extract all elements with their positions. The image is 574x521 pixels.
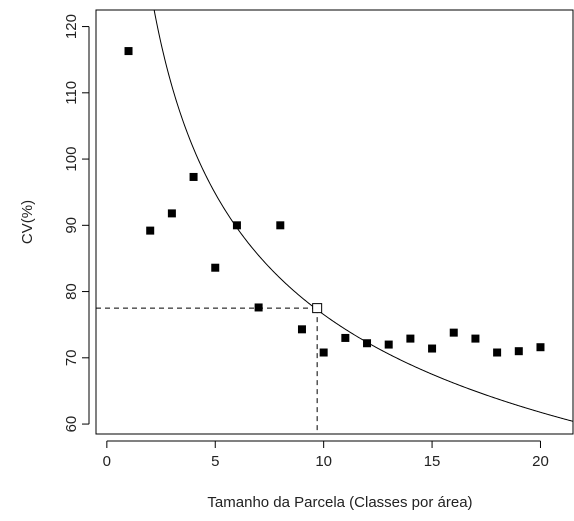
y-tick-label: 110 [63, 81, 80, 105]
x-tick-label: 20 [532, 453, 549, 470]
x-tick-label: 5 [211, 453, 219, 470]
data-point [297, 325, 306, 334]
y-tick-label: 60 [63, 416, 80, 433]
data-point [319, 348, 328, 357]
y-tick-label: 70 [63, 349, 80, 366]
data-point [211, 263, 220, 272]
fitted-curve [153, 9, 574, 422]
y-tick-label: 120 [63, 14, 80, 39]
y-tick-label: 100 [63, 147, 80, 172]
data-point [189, 172, 198, 181]
reference-lines-layer [96, 303, 323, 434]
data-point [276, 221, 285, 230]
data-point [341, 333, 350, 342]
data-point [146, 226, 155, 235]
reference-point-marker [312, 303, 323, 314]
data-point [124, 47, 133, 56]
data-point [363, 339, 372, 348]
y-tick-label: 80 [63, 283, 80, 300]
y-axis-title: CV(%) [19, 200, 36, 244]
data-point [514, 347, 523, 356]
data-point [254, 303, 263, 312]
y-axis: 60 70 80 90 100 110 120 [63, 14, 90, 433]
data-point [428, 344, 437, 353]
data-point [536, 343, 545, 352]
data-point [167, 209, 176, 218]
x-tick-label: 15 [424, 453, 441, 470]
data-point [471, 334, 480, 343]
data-point [449, 328, 458, 337]
data-point [406, 334, 415, 343]
x-axis: 0 5 10 15 20 [103, 440, 549, 470]
data-point [493, 348, 502, 357]
x-tick-label: 0 [103, 453, 111, 470]
data-points-layer [124, 47, 545, 357]
x-tick-label: 10 [315, 453, 332, 470]
y-tick-label: 90 [63, 217, 80, 234]
x-axis-title: Tamanho da Parcela (Classes por área) [207, 494, 472, 511]
data-point [232, 221, 241, 230]
fitted-curve-layer [153, 9, 574, 422]
data-point [384, 340, 393, 349]
plot-frame [95, 9, 574, 435]
